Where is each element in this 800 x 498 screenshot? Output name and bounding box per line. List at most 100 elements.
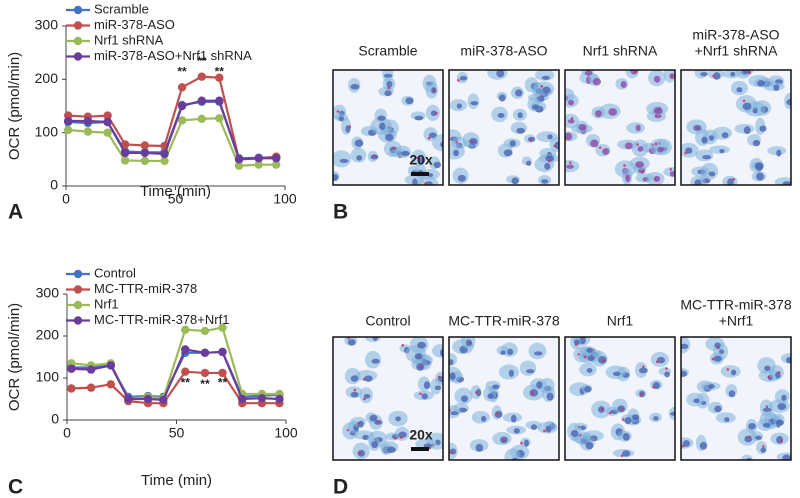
stain-dot [401, 344, 404, 347]
stain-dot [496, 412, 499, 416]
nucleus [568, 99, 575, 106]
series-point [120, 148, 130, 158]
nucleus [417, 341, 426, 349]
y-axis-label: OCR (pmol/min) [6, 52, 23, 160]
stain-dot [712, 74, 715, 78]
nucleus [511, 177, 519, 185]
nucleus [371, 441, 379, 449]
nucleus [762, 422, 771, 428]
series-point [215, 73, 224, 82]
legend-marker [73, 269, 83, 279]
significance-annotation: ** [181, 376, 191, 390]
x-tick-label: 0 [62, 191, 70, 207]
nucleus [401, 150, 410, 157]
nucleus [578, 124, 587, 131]
nucleus [457, 174, 466, 182]
series-point [120, 140, 130, 149]
nucleus [544, 162, 551, 170]
nucleus [517, 112, 523, 119]
cell [663, 70, 675, 83]
micrograph [449, 70, 559, 185]
significance-annotation: ** [200, 377, 210, 391]
y-tick-label: 100 [36, 369, 60, 385]
cell [700, 162, 719, 181]
nucleus [475, 443, 484, 452]
stain-dot [548, 159, 551, 163]
nucleus [508, 369, 514, 377]
nucleus [523, 439, 529, 447]
series-point [197, 96, 206, 105]
stain-dot [620, 454, 624, 457]
nucleus [754, 162, 764, 170]
stain-dot [437, 375, 441, 379]
nucleus [782, 454, 791, 460]
series-point [218, 323, 227, 332]
stain-dot [681, 444, 685, 448]
nucleus [459, 75, 468, 81]
stain-dot [428, 446, 432, 450]
nucleus [742, 102, 752, 111]
nucleus [669, 171, 675, 177]
nucleus [547, 134, 553, 140]
series-point [215, 96, 224, 105]
series-point [86, 383, 96, 392]
x-tick-label: 50 [169, 425, 185, 441]
series-point [106, 380, 116, 389]
nucleus [476, 388, 482, 397]
nucleus [414, 115, 424, 121]
significance-annotation: ** [197, 54, 207, 68]
micrograph-frame [332, 69, 444, 186]
series-point [254, 160, 263, 169]
series-point [238, 394, 247, 404]
nucleus [590, 139, 599, 148]
series-line [68, 75, 277, 161]
stain-dot [377, 420, 380, 424]
nucleus [500, 350, 506, 355]
nucleus [730, 369, 737, 376]
nucleus [701, 136, 708, 144]
micrograph-frame [332, 336, 444, 461]
nucleus [708, 135, 715, 141]
nucleus [585, 441, 594, 450]
stain-dot [652, 385, 655, 389]
nucleus [435, 439, 441, 446]
nucleus [721, 132, 729, 139]
nucleus [449, 372, 456, 381]
nucleus [536, 381, 543, 389]
series-point [275, 394, 284, 404]
stain-dot [669, 168, 673, 171]
nucleus [509, 140, 516, 147]
nucleus [383, 73, 393, 78]
nucleus [460, 395, 469, 403]
nucleus [727, 178, 734, 185]
stain-dot [765, 405, 769, 409]
nucleus [702, 154, 712, 160]
nucleus [631, 414, 640, 421]
image-label: +Nrf1 shRNA [695, 43, 779, 59]
series-point [120, 156, 130, 165]
stain-dot [639, 392, 643, 396]
stain-dot [424, 182, 427, 185]
nucleus [682, 440, 691, 447]
nucleus [371, 358, 380, 364]
series-line [68, 99, 277, 161]
nucleus [333, 173, 339, 181]
nucleus [492, 384, 500, 390]
stain-dot [358, 451, 362, 455]
panel-letter: C [8, 476, 23, 498]
series-point [272, 154, 281, 163]
significance-annotation: ** [218, 376, 228, 390]
stain-dot [711, 357, 715, 361]
panel-letter: B [333, 201, 348, 224]
scale-label: 20x [409, 427, 433, 443]
nucleus [580, 425, 586, 431]
nucleus [405, 97, 414, 105]
nucleus [434, 385, 441, 391]
legend-marker [73, 5, 83, 15]
stain-dot [432, 89, 436, 92]
image-label: +Nrf1 [719, 313, 754, 329]
cell [471, 411, 491, 424]
series-point [140, 141, 150, 150]
panel-letter: D [333, 476, 348, 498]
nucleus [776, 436, 784, 444]
